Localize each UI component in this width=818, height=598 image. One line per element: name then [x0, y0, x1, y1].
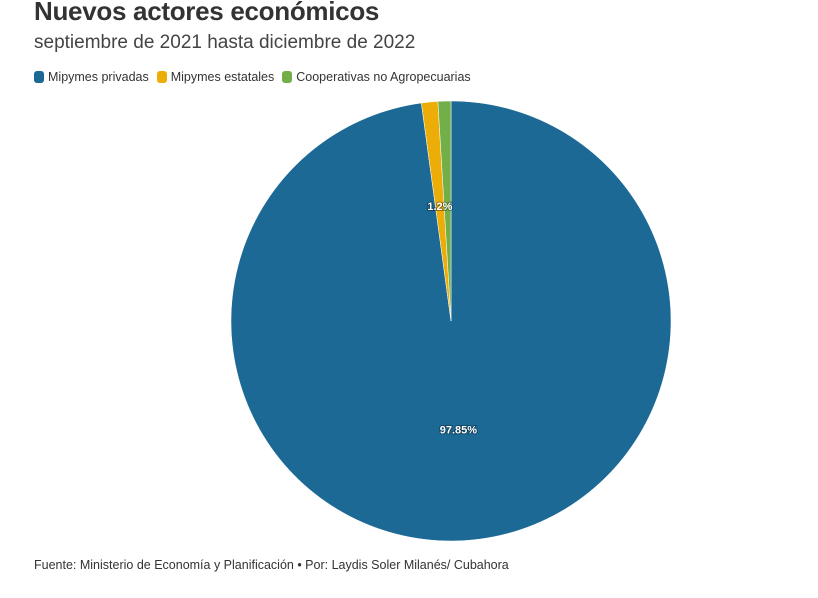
chart-title: Nuevos actores económicos: [34, 0, 380, 26]
data-label-1: 1.2%: [427, 201, 452, 213]
source-note: Fuente: Ministerio de Economía y Planifi…: [34, 558, 509, 572]
legend: Mipymes privadas Mipymes estatales Coope…: [34, 70, 471, 84]
legend-item-mipymes-estatales[interactable]: Mipymes estatales: [156, 70, 275, 84]
legend-label: Cooperativas no Agropecuarias: [296, 70, 471, 84]
chart-subtitle: septiembre de 2021 hasta diciembre de 20…: [34, 32, 416, 53]
pie-slice-2[interactable]: [437, 100, 452, 322]
legend-swatch: [156, 71, 167, 83]
legend-swatch: [282, 71, 293, 83]
legend-swatch: [34, 71, 44, 83]
data-label-0: 97.85%: [440, 425, 478, 437]
legend-label: Mipymes estatales: [170, 70, 275, 84]
legend-item-cooperativas[interactable]: Cooperativas no Agropecuarias: [282, 70, 471, 84]
legend-item-mipymes-privadas[interactable]: Mipymes privadas: [34, 70, 149, 84]
legend-label: Mipymes privadas: [48, 70, 149, 84]
